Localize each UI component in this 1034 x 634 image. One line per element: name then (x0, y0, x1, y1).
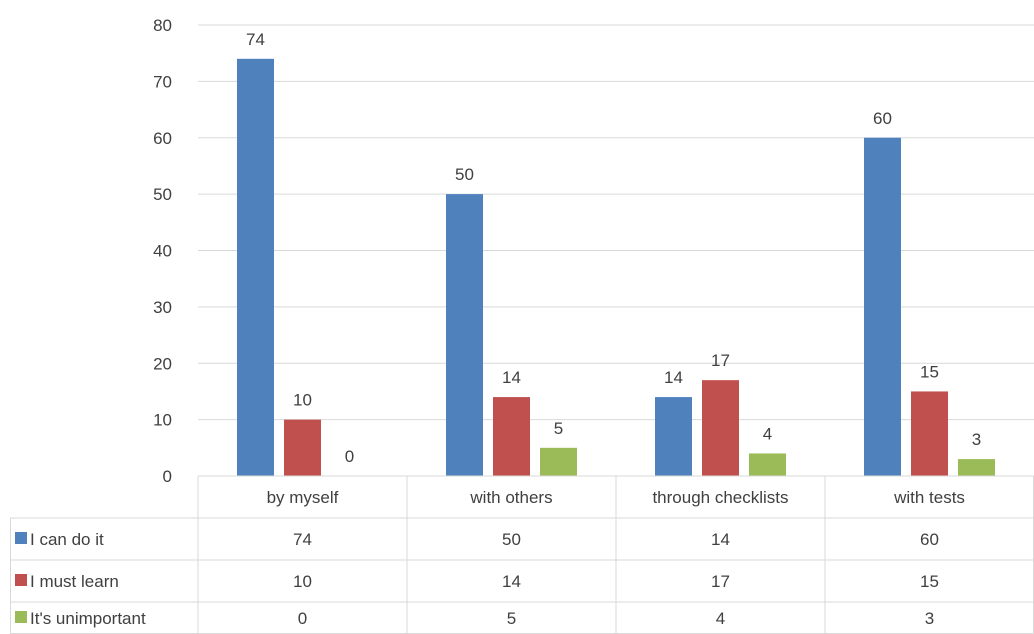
data-label: 5 (554, 419, 563, 438)
bar (749, 453, 786, 476)
y-tick-label: 10 (153, 411, 172, 430)
data-label: 74 (246, 30, 265, 49)
legend-key (15, 611, 27, 623)
table-cell: 4 (716, 609, 725, 628)
y-tick-label: 40 (153, 242, 172, 261)
table-cell: 14 (711, 530, 730, 549)
y-tick-label: 60 (153, 129, 172, 148)
data-labels: 74 10 0 50 14 5 14 17 4 60 15 3 (246, 30, 981, 466)
bar (702, 380, 739, 476)
table-cell: 0 (298, 609, 307, 628)
y-tick-label: 20 (153, 354, 172, 373)
y-axis: 0 10 20 30 40 50 60 70 80 (153, 16, 172, 486)
bars (237, 58, 995, 476)
bar (958, 459, 995, 476)
bar (864, 137, 901, 476)
bar (446, 194, 483, 476)
data-label: 0 (345, 447, 354, 466)
legend-key (15, 532, 27, 544)
bar (655, 397, 692, 476)
table-cell: 60 (920, 530, 939, 549)
bar (237, 58, 274, 476)
category-label: through checklists (652, 488, 788, 507)
y-tick-label: 30 (153, 298, 172, 317)
bar (284, 419, 321, 476)
bar (493, 397, 530, 476)
data-label: 60 (873, 109, 892, 128)
data-label: 50 (455, 165, 474, 184)
data-label: 10 (293, 391, 312, 410)
table-cell: 15 (920, 572, 939, 591)
legend-label: I must learn (30, 572, 119, 591)
legend-label: It's unimportant (30, 609, 146, 628)
table-cell: 74 (293, 530, 312, 549)
table-cell: 14 (502, 572, 521, 591)
category-label: by myself (267, 488, 339, 507)
y-tick-label: 50 (153, 185, 172, 204)
data-label: 15 (920, 362, 939, 381)
y-tick-label: 70 (153, 72, 172, 91)
table-cell: 17 (711, 572, 730, 591)
y-tick-label: 0 (163, 467, 172, 486)
table-cell: 10 (293, 572, 312, 591)
bar (540, 447, 577, 476)
bar (911, 391, 948, 476)
data-label: 17 (711, 351, 730, 370)
data-label: 4 (763, 424, 772, 443)
legend-key (15, 574, 27, 586)
category-label: with tests (893, 488, 965, 507)
data-table: by myself with others through checklists wi… (10, 475, 1034, 634)
data-label: 14 (502, 368, 521, 387)
category-label: with others (469, 488, 552, 507)
y-tick-label: 80 (153, 16, 172, 35)
legend-label: I can do it (30, 530, 104, 549)
gridlines (198, 24, 1034, 421)
data-label: 14 (664, 368, 683, 387)
table-cell: 5 (507, 609, 516, 628)
table-cell: 50 (502, 530, 521, 549)
table-cell: 3 (925, 609, 934, 628)
data-label: 3 (972, 430, 981, 449)
